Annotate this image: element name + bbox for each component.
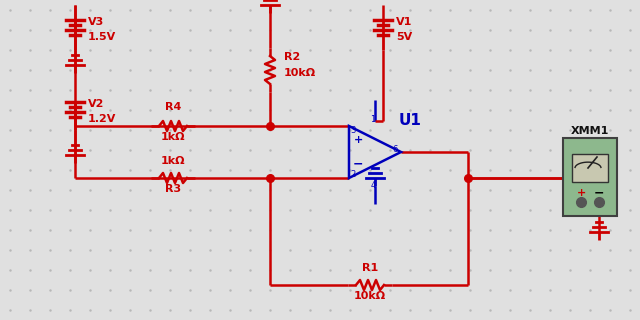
- Text: U1: U1: [399, 113, 421, 127]
- Text: 10kΩ: 10kΩ: [354, 291, 386, 301]
- Text: 1.5V: 1.5V: [88, 32, 116, 42]
- Text: 4: 4: [371, 180, 376, 189]
- Text: V3: V3: [88, 17, 104, 27]
- Text: 1kΩ: 1kΩ: [161, 156, 185, 166]
- Text: +: +: [577, 188, 586, 198]
- Text: 1: 1: [371, 115, 376, 124]
- Text: 2: 2: [350, 170, 356, 179]
- Text: 6: 6: [392, 145, 397, 154]
- Text: −: −: [594, 187, 604, 199]
- Text: V2: V2: [88, 99, 104, 109]
- Text: R1: R1: [362, 263, 378, 273]
- Text: +: +: [353, 135, 363, 145]
- Text: 5V: 5V: [396, 32, 412, 42]
- Text: V1: V1: [396, 17, 412, 27]
- FancyBboxPatch shape: [563, 138, 617, 216]
- Bar: [572, 154, 608, 182]
- Text: 1.2V: 1.2V: [88, 114, 116, 124]
- Text: 3: 3: [350, 125, 356, 134]
- Text: R2: R2: [284, 52, 300, 62]
- Text: −: −: [353, 157, 364, 171]
- Text: 10kΩ: 10kΩ: [284, 68, 316, 78]
- Text: R4: R4: [165, 102, 181, 112]
- Text: XMM1: XMM1: [571, 126, 609, 136]
- Text: 1kΩ: 1kΩ: [161, 132, 185, 142]
- Text: R3: R3: [165, 184, 181, 194]
